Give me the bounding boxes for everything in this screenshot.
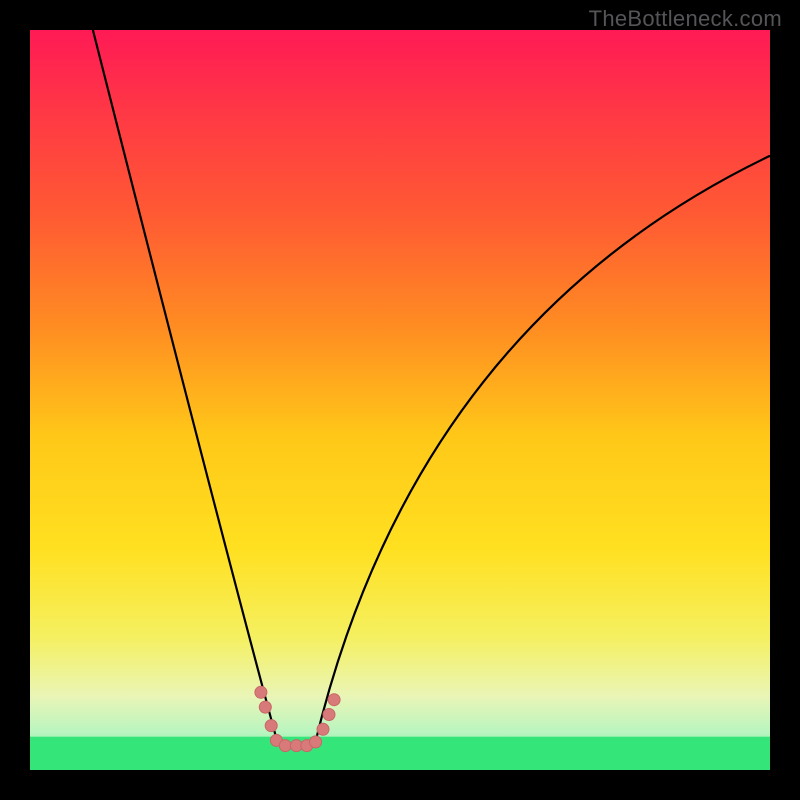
gradient-background xyxy=(30,30,770,770)
marker-point xyxy=(279,740,291,752)
marker-point xyxy=(265,720,277,732)
marker-point xyxy=(259,701,271,713)
watermark-text: TheBottleneck.com xyxy=(589,6,782,32)
marker-point xyxy=(255,686,267,698)
marker-point xyxy=(328,694,340,706)
green-band xyxy=(30,737,770,770)
marker-point xyxy=(310,736,322,748)
marker-point xyxy=(317,723,329,735)
plot-area xyxy=(30,30,770,770)
bottleneck-chart xyxy=(30,30,770,770)
marker-point xyxy=(323,709,335,721)
